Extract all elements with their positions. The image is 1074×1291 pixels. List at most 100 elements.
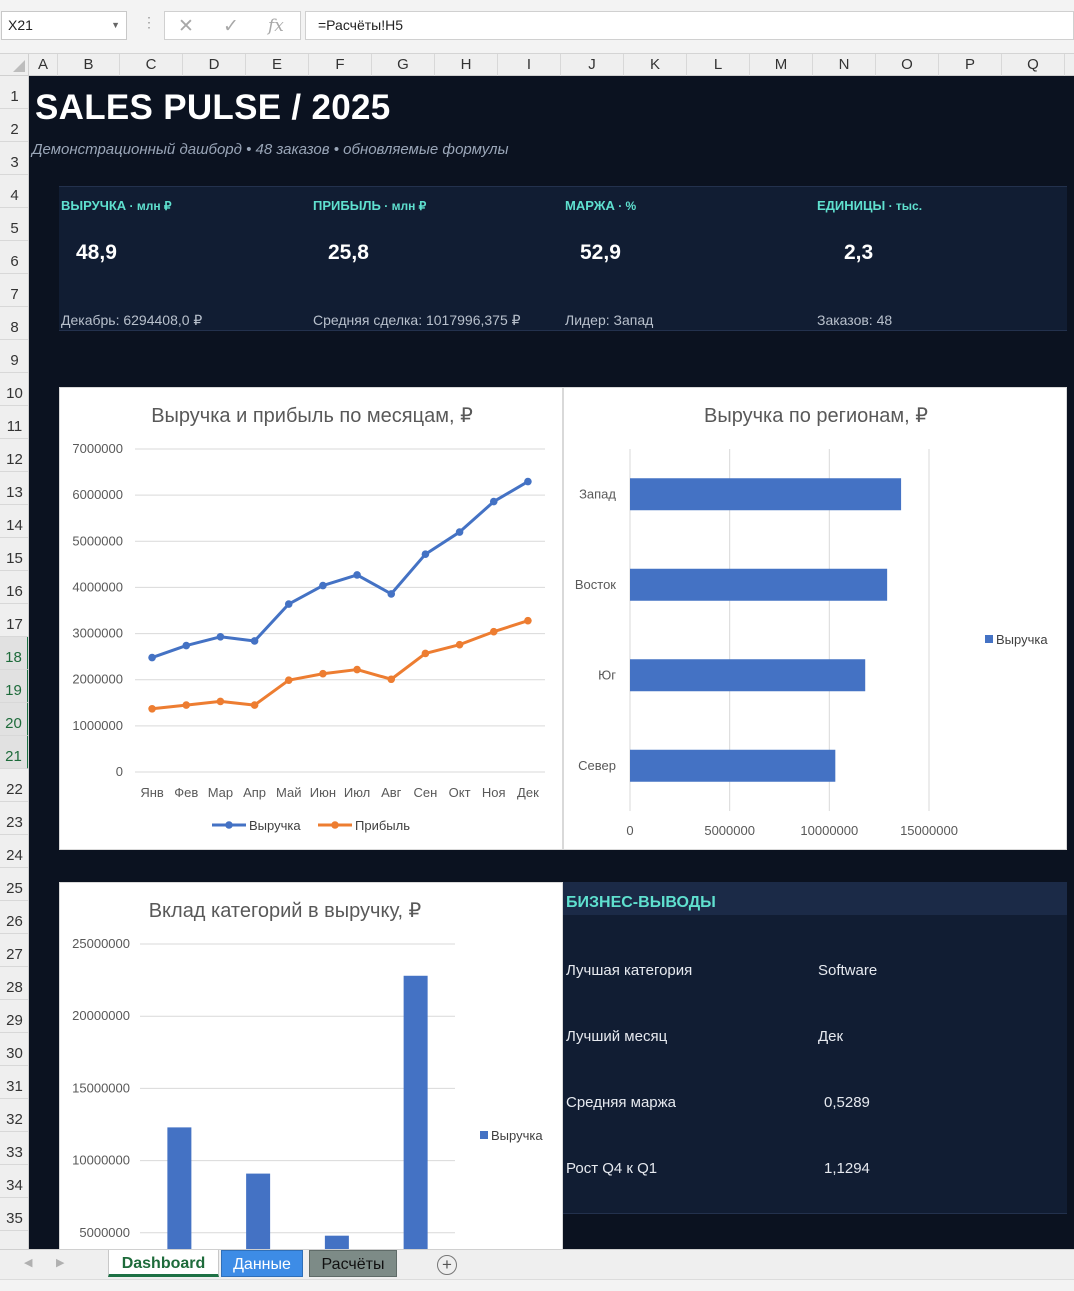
column-header-n[interactable]: N xyxy=(813,54,876,76)
row-header-25[interactable]: 25 xyxy=(0,868,28,901)
category-column-chart[interactable]: Вклад категорий в выручку, ₽ 5000000 10000… xyxy=(59,882,563,1254)
select-all-corner[interactable] xyxy=(0,54,29,76)
row-header-32[interactable]: 32 xyxy=(0,1099,28,1132)
scroll-right-icon[interactable]: ▶ xyxy=(56,1257,65,1269)
region-bar-chart[interactable]: Выручка по регионам, ₽ 0 5000000 10000000 15… xyxy=(563,387,1067,850)
row-header-2[interactable]: 2 xyxy=(0,109,28,142)
row-header-31[interactable]: 31 xyxy=(0,1066,28,1099)
kpi-profit-note[interactable]: Средняя сделка: 1017996,375 ₽ xyxy=(313,312,521,328)
chart-title: Выручка по регионам, ₽ xyxy=(704,405,928,427)
column-header-a[interactable]: A xyxy=(29,54,58,76)
status-bar xyxy=(0,1279,1074,1291)
row-header-12[interactable]: 12 xyxy=(0,439,28,472)
kpi-units-value[interactable]: 2,3 xyxy=(844,241,874,264)
name-box[interactable]: X21 ▼ xyxy=(1,11,127,40)
tab-calculations[interactable]: Расчёты xyxy=(309,1250,397,1277)
row-header-33[interactable]: 33 xyxy=(0,1132,28,1165)
row-header-14[interactable]: 14 xyxy=(0,505,28,538)
insight-label-best-month[interactable]: Лучший месяц xyxy=(566,1028,668,1045)
column-header-f[interactable]: F xyxy=(309,54,372,76)
chevron-down-icon[interactable]: ▼ xyxy=(111,20,120,30)
y-tick-label: 6000000 xyxy=(72,487,123,502)
row-header-16[interactable]: 16 xyxy=(0,571,28,604)
row-header-5[interactable]: 5 xyxy=(0,208,28,241)
row-header-8[interactable]: 8 xyxy=(0,307,28,340)
data-point xyxy=(421,649,430,658)
insight-value-q4-growth[interactable]: 1,1294 xyxy=(824,1160,870,1177)
data-point xyxy=(284,676,293,684)
enter-icon[interactable]: ✓ xyxy=(223,16,239,37)
insights-header xyxy=(563,882,1067,915)
data-point xyxy=(421,550,430,559)
formula-input[interactable]: =Расчёты!H5 xyxy=(305,11,1074,40)
row-header-3[interactable]: 3 xyxy=(0,142,28,175)
column-bar xyxy=(246,1173,271,1253)
row-header-24[interactable]: 24 xyxy=(0,835,28,868)
row-header-6[interactable]: 6 xyxy=(0,241,28,274)
column-header-l[interactable]: L xyxy=(687,54,750,76)
row-header-19[interactable]: 19 xyxy=(0,670,28,703)
insight-value-avg-margin[interactable]: 0,5289 xyxy=(824,1094,870,1111)
column-header-p[interactable]: P xyxy=(939,54,1002,76)
row-header-10[interactable]: 10 xyxy=(0,373,28,406)
row-header-11[interactable]: 11 xyxy=(0,406,28,439)
row-header-27[interactable]: 27 xyxy=(0,934,28,967)
x-tick-label: Фев xyxy=(174,785,198,800)
tab-data[interactable]: Данные xyxy=(221,1250,303,1277)
row-header-13[interactable]: 13 xyxy=(0,472,28,505)
kpi-margin-value[interactable]: 52,9 xyxy=(580,241,621,264)
column-header-h[interactable]: H xyxy=(435,54,498,76)
cancel-icon[interactable]: ✕ xyxy=(178,16,194,37)
column-header-j[interactable]: J xyxy=(561,54,624,76)
row-header-34[interactable]: 34 xyxy=(0,1165,28,1198)
monthly-line-chart[interactable]: Выручка и прибыль по месяцам, ₽ 0 1000000 2… xyxy=(59,387,563,850)
row-header-21[interactable]: 21 xyxy=(0,736,28,769)
insight-label-avg-margin[interactable]: Средняя маржа xyxy=(566,1094,677,1111)
column-header-e[interactable]: E xyxy=(246,54,309,76)
insight-label-best-category[interactable]: Лучшая категория xyxy=(566,962,693,979)
column-header-o[interactable]: O xyxy=(876,54,939,76)
row-header-20[interactable]: 20 xyxy=(0,703,28,736)
insight-label-q4-growth[interactable]: Рост Q4 к Q1 xyxy=(566,1160,658,1177)
row-header-30[interactable]: 30 xyxy=(0,1033,28,1066)
kpi-revenue-value[interactable]: 48,9 xyxy=(76,241,117,264)
insight-value-best-category[interactable]: Software xyxy=(818,962,878,979)
insights-title[interactable]: БИЗНЕС-ВЫВОДЫ xyxy=(566,894,716,911)
row-header-9[interactable]: 9 xyxy=(0,340,28,373)
column-header-k[interactable]: K xyxy=(624,54,687,76)
row-header-7[interactable]: 7 xyxy=(0,274,28,307)
x-tick-label: 10000000 xyxy=(800,823,858,838)
column-header-q[interactable]: Q xyxy=(1002,54,1065,76)
column-header-i[interactable]: I xyxy=(498,54,561,76)
tab-dashboard[interactable]: Dashboard xyxy=(108,1250,219,1277)
row-header-4[interactable]: 4 xyxy=(0,175,28,208)
row-header-28[interactable]: 28 xyxy=(0,967,28,1000)
x-tick-label: 5000000 xyxy=(704,823,755,838)
row-header-18[interactable]: 18 xyxy=(0,637,28,670)
bar-Юг xyxy=(630,659,866,692)
row-header-29[interactable]: 29 xyxy=(0,1000,28,1033)
row-header-35[interactable]: 35 xyxy=(0,1198,28,1231)
kpi-units-note[interactable]: Заказов: 48 xyxy=(817,312,893,328)
insight-value-best-month[interactable]: Дек xyxy=(818,1028,844,1045)
y-tick-label: 10000000 xyxy=(72,1153,130,1168)
row-header-1[interactable]: 1 xyxy=(0,76,28,109)
kpi-revenue-note[interactable]: Декабрь: 6294408,0 ₽ xyxy=(61,312,203,328)
kpi-profit-value[interactable]: 25,8 xyxy=(328,241,369,264)
row-header-23[interactable]: 23 xyxy=(0,802,28,835)
more-options-icon[interactable]: ⋮ xyxy=(142,14,156,30)
function-icon[interactable]: fx xyxy=(268,16,284,36)
column-header-c[interactable]: C xyxy=(120,54,183,76)
scroll-left-icon[interactable]: ◀ xyxy=(24,1257,33,1269)
row-header-15[interactable]: 15 xyxy=(0,538,28,571)
column-header-b[interactable]: B xyxy=(58,54,120,76)
column-header-d[interactable]: D xyxy=(183,54,246,76)
column-header-m[interactable]: M xyxy=(750,54,813,76)
row-header-17[interactable]: 17 xyxy=(0,604,28,637)
row-header-26[interactable]: 26 xyxy=(0,901,28,934)
kpi-margin-note[interactable]: Лидер: Запад xyxy=(565,312,654,328)
row-header-22[interactable]: 22 xyxy=(0,769,28,802)
column-header-g[interactable]: G xyxy=(372,54,435,76)
add-sheet-icon[interactable]: + xyxy=(437,1255,457,1275)
